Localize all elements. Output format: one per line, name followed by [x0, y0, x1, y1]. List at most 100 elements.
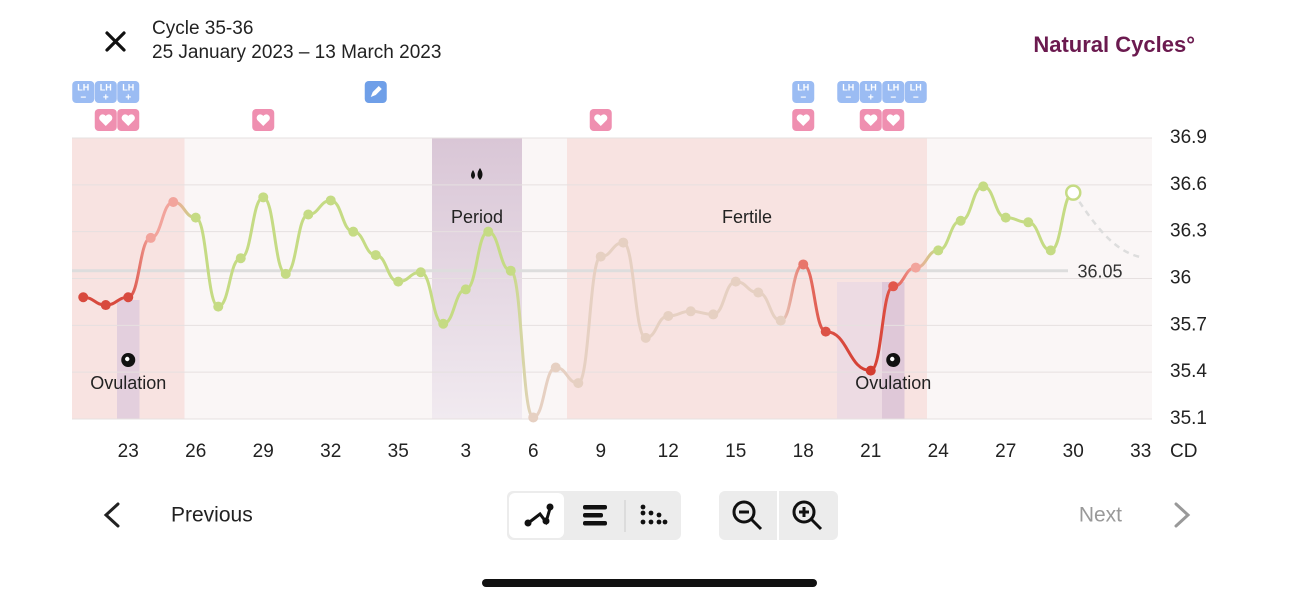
y-tick-label: 36.6: [1170, 174, 1207, 195]
temperature-point: [1023, 217, 1034, 228]
next-button[interactable]: Next: [1079, 502, 1191, 528]
x-tick-label: 6: [528, 441, 539, 462]
temperature-point: [910, 262, 921, 273]
lh-test-result: −: [800, 93, 806, 104]
period-icon: [471, 168, 483, 180]
temperature-point: [640, 332, 651, 343]
lh-test-badge: [72, 81, 95, 103]
lh-test-badge: [904, 81, 927, 103]
lh-test-badge: [792, 81, 815, 103]
heart-icon: [99, 114, 113, 126]
heart-icon: [796, 114, 810, 126]
cycle-dates: 25 January 2023 – 13 March 2023: [152, 42, 441, 63]
fertile-label: Fertile: [722, 207, 772, 227]
home-indicator: [482, 579, 817, 587]
temperature-point: [933, 245, 944, 256]
x-tick-label: 12: [658, 441, 679, 462]
note-icon: [370, 86, 382, 97]
y-tick-label: 35.7: [1170, 314, 1207, 335]
temperature-point: [685, 306, 696, 317]
temperature-point: [798, 259, 809, 270]
temperature-point: [708, 309, 719, 320]
temperature-point: [213, 301, 224, 312]
lh-test-result: −: [913, 93, 919, 104]
temperature-point: [888, 281, 899, 292]
x-tick-label: 32: [320, 441, 341, 462]
dot-view-button[interactable]: [640, 504, 668, 525]
temperature-point: [550, 362, 561, 373]
temperature-point: [100, 300, 111, 311]
brand-logo: Natural Cycles°: [1033, 32, 1195, 57]
x-tick-label: 27: [995, 441, 1016, 462]
x-tick-label: 9: [595, 441, 606, 462]
heart-icon: [886, 114, 900, 126]
x-tick-label: 15: [725, 441, 746, 462]
heart-icon: [864, 114, 878, 126]
ovulation-band: [882, 282, 905, 419]
temperature-point: [618, 237, 629, 248]
lh-test-badge: [117, 81, 140, 103]
heart-icon: [121, 114, 135, 126]
x-tick-label: 26: [185, 441, 206, 462]
temperature-point: [663, 310, 674, 321]
lh-test-badge: [859, 81, 882, 103]
lh-test-label: LH: [887, 82, 899, 92]
lh-test-label: LH: [842, 82, 854, 92]
temperature-point: [483, 226, 494, 237]
lh-test-result: +: [868, 93, 874, 104]
period-label: Period: [451, 207, 503, 227]
lh-test-result: −: [80, 93, 86, 104]
lh-test-label: LH: [122, 82, 134, 92]
x-tick-label: 23: [118, 441, 139, 462]
temperature-point: [865, 365, 876, 376]
x-tick-label: 3: [460, 441, 471, 462]
cycle-title: Cycle 35-36: [152, 18, 253, 39]
lh-test-badge: [94, 81, 117, 103]
temperature-point: [190, 212, 201, 223]
y-tick-label: 35.1: [1170, 408, 1207, 429]
lh-test-badge: [882, 81, 905, 103]
temperature-point: [258, 192, 269, 203]
temperature-point: [348, 226, 359, 237]
temperature-point: [978, 181, 989, 192]
x-tick-label: 35: [388, 441, 409, 462]
y-tick-label: 35.4: [1170, 361, 1207, 382]
ovulation-icon-dot: [125, 356, 130, 362]
x-tick-label: 33: [1130, 441, 1151, 462]
temperature-point: [393, 276, 404, 287]
bar-view-button[interactable]: [583, 505, 607, 526]
lh-test-result: −: [890, 93, 896, 104]
heart-icon: [594, 114, 608, 126]
forecast-line: [1072, 191, 1144, 259]
temperature-point: [775, 315, 786, 326]
x-tick-label: 29: [253, 441, 274, 462]
previous-button[interactable]: Previous: [103, 502, 253, 528]
zoom-in-button[interactable]: [792, 500, 823, 531]
temperature-point: [1045, 245, 1056, 256]
temperature-point: [595, 251, 606, 262]
x-axis-label: CD: [1170, 441, 1197, 462]
temperature-point: [415, 267, 426, 278]
x-tick-label: 24: [928, 441, 950, 462]
lh-test-label: LH: [77, 82, 89, 92]
ovulation-icon-dot: [890, 356, 895, 362]
lh-test-label: LH: [865, 82, 877, 92]
lh-test-label: LH: [797, 82, 809, 92]
temperature-point: [753, 287, 764, 298]
lh-test-label: LH: [910, 82, 922, 92]
temperature-point: [168, 197, 179, 208]
coverline-label: 36.05: [1077, 261, 1122, 281]
temperature-point: [730, 276, 741, 287]
lh-test-label: LH: [100, 82, 112, 92]
lh-test-badge: [837, 81, 860, 103]
y-tick-label: 36.9: [1170, 127, 1207, 148]
zoom-out-button[interactable]: [732, 500, 763, 531]
x-tick-label: 30: [1063, 441, 1084, 462]
lh-test-result: −: [845, 93, 851, 104]
temperature-point: [955, 215, 966, 226]
temperature-point: [460, 284, 471, 295]
close-button[interactable]: [105, 31, 126, 52]
y-tick-label: 36: [1170, 268, 1191, 289]
y-tick-label: 36.3: [1170, 221, 1207, 242]
